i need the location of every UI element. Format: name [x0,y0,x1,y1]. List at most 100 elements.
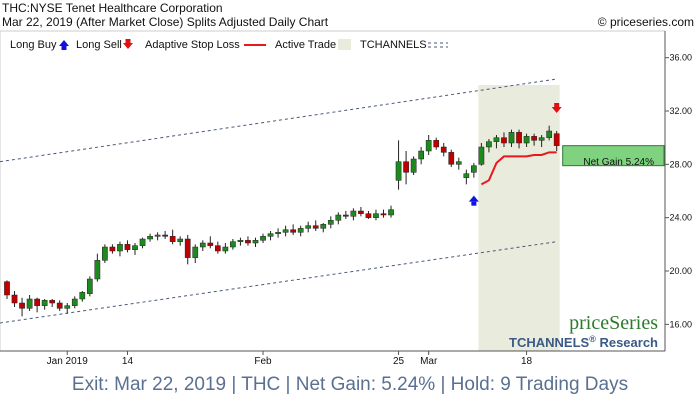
candle-body [49,300,56,304]
tchannel-upper-line [0,78,557,163]
legend-active-trade-swatch [338,39,351,50]
legend-red-down-arrow-stem [125,39,131,43]
legend-adaptive-stop-label: Adaptive Stop Loss [145,39,240,51]
candle-body [350,210,357,217]
candle-body [312,225,319,229]
candle-body [102,246,108,261]
candle-body [290,229,296,233]
candle-body [94,260,101,280]
candle-body [275,232,281,234]
sell-arrow-stem [554,103,560,107]
candle-body [327,220,334,225]
candle-body [538,137,545,141]
candle-body [64,305,71,309]
y-tick-label: 28.00 [669,159,692,169]
legend-red-down-arrow-icon [123,43,133,49]
candle-body [501,137,507,144]
candle-body [493,137,500,142]
candle-body [192,246,199,258]
net-gain-label: Net Gain 5.24% [583,157,654,168]
y-tick-label: 24.00 [669,213,692,223]
legend-blue-up-arrow-stem [61,46,67,50]
candle-body [4,281,10,296]
candle-body [169,236,176,242]
candle-body [425,140,432,152]
candle-body [260,236,266,241]
candle-body [546,130,553,138]
tchannels-research-logo: TCHANNELS® Research [509,334,658,350]
candle-body [297,228,304,233]
candle-body [245,240,251,244]
x-tick-label: Mar [420,356,438,367]
candle-body [433,140,440,148]
x-tick-label: Feb [254,356,272,367]
candle-body [139,238,146,246]
long-buy-arrow-icon [468,195,479,206]
legend-long-sell-label: Long Sell [76,39,122,51]
legend-long-buy-label: Long Buy [10,39,57,51]
registered-mark: ® [589,334,596,344]
legend-active-trade-label: Active Trade [275,39,336,51]
candle-body [305,225,312,229]
candle-body [335,214,342,221]
candle-body [214,245,221,252]
candle-body [56,302,63,309]
adaptive-stop-loss-line [480,151,557,186]
trade-summary-footer: Exit: Mar 22, 2019 | THC | Net Gain: 5.2… [0,370,700,400]
candle-body [523,136,530,144]
active-trade-region [478,85,560,351]
candle-body [440,146,447,153]
candle-body [11,294,18,304]
candle-body [358,210,364,214]
candle-body [34,298,40,306]
y-tick-label: 16.00 [669,319,692,329]
candle-body [478,146,485,165]
candle-body [448,152,455,165]
candle-body [365,213,372,218]
research-suffix: Research [596,335,658,350]
candle-body [207,242,214,246]
sell-arrow-head [551,107,562,113]
long-sell-arrow-icon [551,103,562,113]
tchannel-lower-line [0,241,557,324]
candle-body [267,233,274,237]
priceseries-logo: priceSeries [569,312,658,334]
candle-body [109,246,116,252]
candle-body [147,236,153,240]
candle-body [117,244,123,252]
x-tick-label: 18 [521,356,533,367]
x-tick-label: 14 [122,356,134,367]
candle-body [132,245,138,250]
x-axis-ticks: Jan 2019 14 Feb 25 Mar 18 [47,351,533,367]
candle-body [177,238,184,242]
candle-body [41,300,48,306]
candle-body [252,240,259,244]
candle-body [463,173,470,178]
chart-header-title: THC:NYSE Tenet Healthcare Corporation [2,1,223,15]
buy-arrow-head [468,195,479,202]
candle-body [418,150,424,160]
y-tick-label: 36.00 [669,53,692,63]
x-tick-label: 25 [393,356,405,367]
candle-body [380,213,387,216]
chart-header-subtitle: Mar 22, 2019 (After Market Close) Splits… [2,15,329,29]
buy-arrow-stem [471,201,477,206]
candle-body [19,302,25,309]
candle-body [124,244,131,250]
candle-body [373,213,379,218]
legend-blue-up-arrow-icon [59,40,69,46]
candle-body [26,298,33,309]
candle-body [343,214,349,217]
plot-area [0,30,666,352]
legend: Long Buy Long Sell Adaptive Stop Loss Ac… [10,39,448,51]
candle-body [86,278,93,294]
candlestick-series [4,125,560,317]
candle-body [237,240,244,242]
y-axis-ticks: 16.00 20.00 24.00 28.00 32.00 36.00 [665,53,692,329]
candle-body [199,242,206,248]
candle-body [516,132,522,144]
candle-body [222,246,229,252]
candle-body [184,238,191,258]
y-tick-label: 20.00 [669,266,692,276]
candle-body [162,234,168,237]
